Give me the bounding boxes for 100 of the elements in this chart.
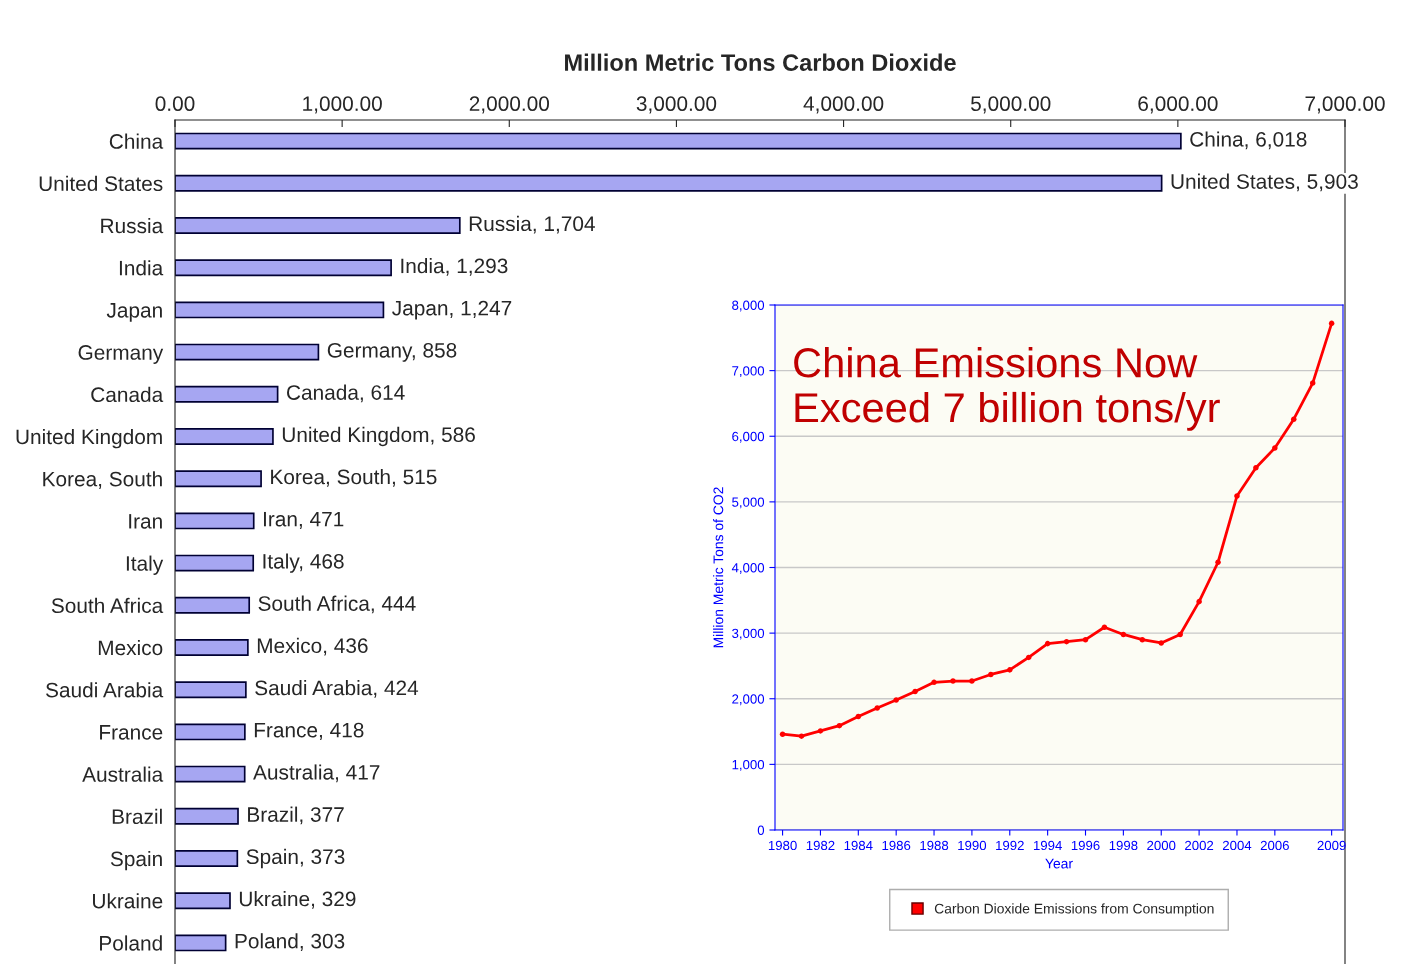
y-tick-label: 1,000 xyxy=(732,759,765,771)
point xyxy=(855,713,862,720)
point xyxy=(779,731,786,737)
x-tick-label: 1986 xyxy=(882,840,911,851)
point xyxy=(1101,624,1108,630)
point xyxy=(1139,636,1146,643)
y-tick-label: 8,000 xyxy=(732,300,765,312)
x-tick-label: 1998 xyxy=(1109,840,1138,851)
y-tick-label: Ukraine xyxy=(93,893,163,909)
y-tick-label: France xyxy=(100,725,163,740)
x-tick-label: 2009 xyxy=(1317,840,1346,851)
x-tick-label: 3,000.00 xyxy=(636,96,717,114)
bar xyxy=(175,343,320,361)
bar xyxy=(175,765,246,783)
data-label: Canada, 614 xyxy=(287,384,405,403)
point xyxy=(969,678,975,684)
y-tick-label: Saudi Arabia xyxy=(46,682,164,698)
bar xyxy=(175,470,262,488)
y-tick-label: United Kingdom xyxy=(16,428,162,449)
y-tick-label: Spain xyxy=(110,850,162,871)
data-label: Italy, 468 xyxy=(263,553,344,573)
annotation: China Emissions Now Exceed 7 billion tons/yr xyxy=(794,347,1220,431)
data-label: Korea, South, 515 xyxy=(271,468,437,487)
y-tick-label: Italy xyxy=(126,555,164,575)
point xyxy=(912,688,918,695)
data-label: India, 1,293 xyxy=(401,257,508,276)
point xyxy=(1063,638,1070,645)
data-label: Saudi Arabia, 424 xyxy=(255,679,419,698)
bar xyxy=(175,428,274,445)
x-tick-label: 5,000.00 xyxy=(971,96,1051,114)
x-tick-label: 6,000.00 xyxy=(1138,96,1218,114)
y-tick-label: Russia xyxy=(101,217,164,234)
y-tick-label: 7,000 xyxy=(732,366,765,378)
y-tick-label: Japan xyxy=(106,303,162,322)
data-label: Brazil, 377 xyxy=(248,806,344,825)
x-tick-label: 1994 xyxy=(1033,840,1062,851)
data-label: Russia, 1,704 xyxy=(469,215,595,234)
x-tick-label: 1988 xyxy=(920,840,949,851)
point xyxy=(1253,464,1259,471)
data-label: Australia, 417 xyxy=(253,764,380,783)
data-label: Mexico, 436 xyxy=(257,637,368,656)
x-tick-label: 2006 xyxy=(1260,840,1289,851)
data-label: Iran, 471 xyxy=(263,511,344,529)
y-tick-label: South Africa xyxy=(51,597,164,614)
bar xyxy=(175,174,1163,192)
point xyxy=(836,722,843,729)
y-tick-label: Germany xyxy=(78,345,164,364)
point xyxy=(1196,598,1202,605)
point xyxy=(893,697,899,703)
x-tick-label: 1990 xyxy=(958,840,987,851)
point xyxy=(1025,654,1032,661)
data-label: China, 6,018 xyxy=(1190,131,1307,150)
point xyxy=(798,733,805,739)
y-tick-label: Brazil xyxy=(112,808,162,825)
y-tick-label: 0 xyxy=(757,825,765,835)
bar xyxy=(175,259,392,277)
y-axis-title: Million Metric Tons of CO2 xyxy=(713,487,724,648)
y-tick-label: 6,000 xyxy=(732,431,765,443)
bar xyxy=(175,723,246,741)
point xyxy=(1082,636,1089,643)
x-tick-label: 1982 xyxy=(806,840,835,851)
x-tick-label: 0.00 xyxy=(155,96,195,112)
x-tick-label: 1984 xyxy=(844,840,873,851)
bar xyxy=(175,807,239,825)
point xyxy=(1291,416,1297,422)
point xyxy=(1328,320,1335,327)
y-tick-label: China xyxy=(109,133,164,149)
x-tick-label: 1992 xyxy=(996,840,1024,851)
y-tick-label: United States xyxy=(39,175,163,192)
bar xyxy=(175,217,461,234)
x-tick-label: 2004 xyxy=(1222,840,1252,851)
bar xyxy=(175,892,231,910)
y-tick-label: 2,000 xyxy=(732,694,765,706)
bar xyxy=(175,512,255,530)
x-axis-title: Million Metric Tons Carbon Dioxide xyxy=(565,53,956,71)
point xyxy=(817,728,824,734)
point xyxy=(1177,631,1183,638)
y-tick-label: Mexico xyxy=(98,639,163,656)
data-label: United Kingdom, 586 xyxy=(282,426,475,447)
point xyxy=(1215,559,1221,566)
bar xyxy=(175,554,255,572)
legend-label: Carbon Dioxide Emissions from Consumption xyxy=(934,903,1214,917)
x-tick-label: 2002 xyxy=(1185,840,1214,851)
point xyxy=(988,671,994,678)
point xyxy=(1234,493,1240,499)
x-tick-label: 2,000.00 xyxy=(469,96,550,114)
bar xyxy=(175,681,247,699)
point xyxy=(931,679,937,686)
data-label: Japan, 1,247 xyxy=(392,300,512,320)
y-tick-label: Canada xyxy=(91,386,164,403)
x-tick-label: 4,000.00 xyxy=(803,96,884,114)
data-label: Spain, 373 xyxy=(246,848,345,869)
point xyxy=(1272,445,1278,451)
bar xyxy=(175,934,227,952)
x-tick-label: 1980 xyxy=(768,840,797,851)
point xyxy=(1158,640,1165,646)
x-tick-label: 1,000.00 xyxy=(303,96,382,114)
y-tick-label: India xyxy=(119,260,164,276)
y-tick-label: 5,000 xyxy=(732,497,765,509)
x-tick-label: 1996 xyxy=(1071,840,1100,851)
